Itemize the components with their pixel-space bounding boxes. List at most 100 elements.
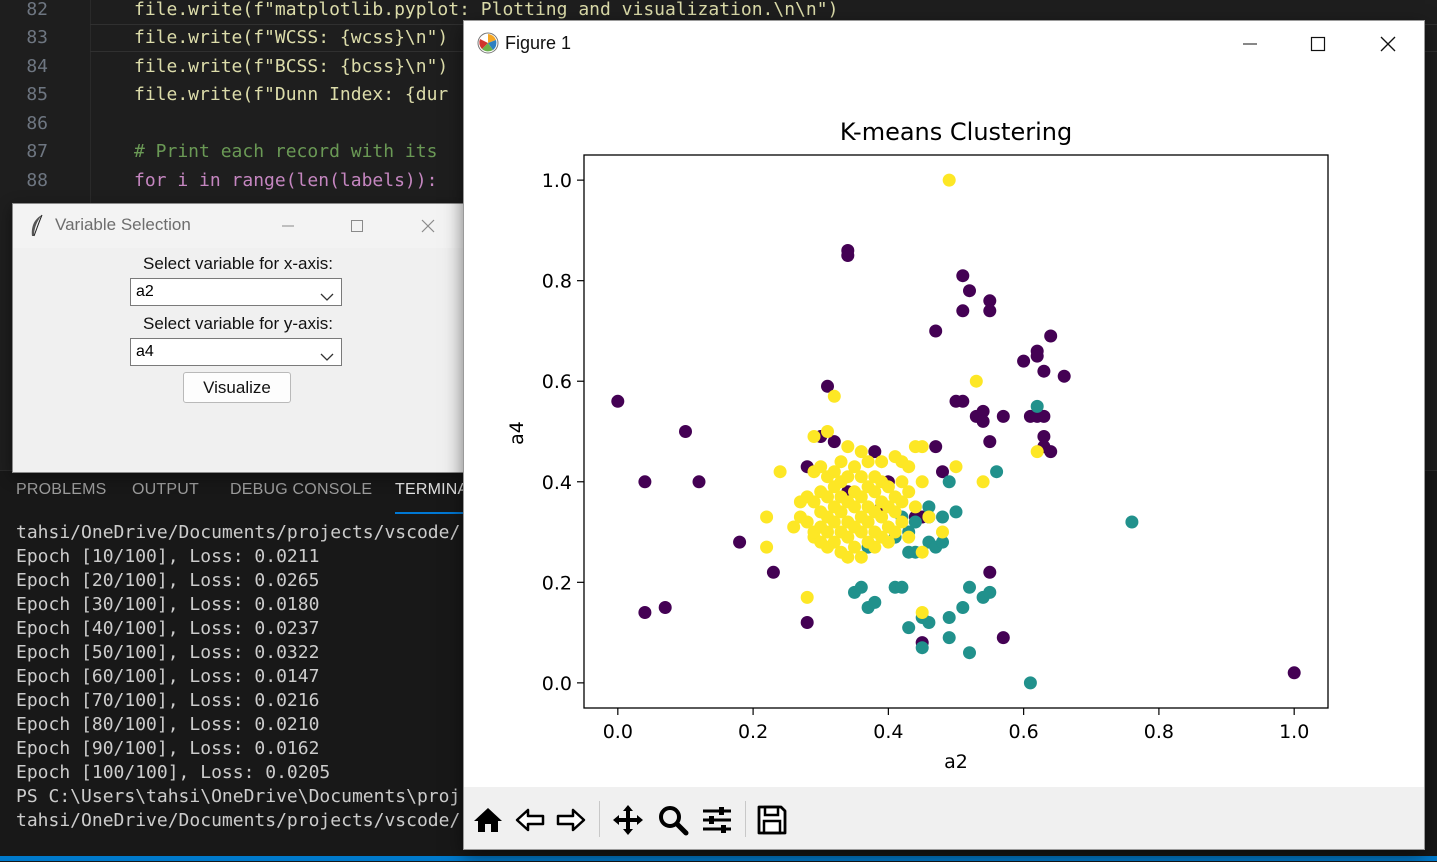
close-icon[interactable]	[408, 212, 448, 240]
data-point	[915, 475, 929, 489]
y-tick-label: 0.8	[542, 271, 572, 293]
data-point	[963, 646, 976, 660]
variable-selection-window: Variable Selection Select variable for x…	[12, 203, 464, 473]
data-point	[760, 540, 774, 554]
data-point	[929, 324, 943, 338]
data-point	[834, 505, 848, 519]
y-axis-ticks: 0.0 0.2 0.4 0.6 0.8 1.0	[542, 170, 584, 695]
data-point	[827, 465, 841, 479]
tab-problems[interactable]: PROBLEMS	[16, 481, 107, 498]
maximize-icon[interactable]	[337, 212, 377, 240]
data-point	[895, 580, 909, 594]
line-number: 85	[26, 84, 48, 105]
data-point	[800, 590, 814, 604]
data-point	[990, 465, 1004, 479]
back-arrow-icon[interactable]	[513, 803, 547, 837]
minimize-icon[interactable]	[268, 212, 308, 240]
visualize-button[interactable]: Visualize	[183, 372, 291, 403]
data-point	[915, 440, 929, 454]
code-line-83[interactable]: file.write(f"WCSS: {wcss}\n")	[134, 27, 449, 48]
terminal-line: Epoch [80/100], Loss: 0.0210	[16, 714, 320, 735]
data-point	[895, 495, 909, 509]
data-point	[1037, 409, 1051, 423]
x-axis-title: a2	[944, 751, 968, 773]
x-tick-label: 0.8	[1144, 721, 1174, 743]
pan-icon[interactable]	[611, 803, 645, 837]
code-line-87[interactable]: # Print each record with its	[134, 141, 438, 162]
data-point	[942, 173, 956, 187]
title-bar[interactable]: Figure 1	[464, 21, 1424, 67]
data-point	[875, 455, 889, 469]
line-number: 88	[26, 170, 48, 191]
data-point	[638, 606, 652, 619]
data-point	[875, 510, 889, 524]
data-point	[868, 595, 882, 609]
data-point	[861, 455, 875, 469]
scatter-plot[interactable]: K-means Clustering 0.0 0.2 0.4 0.6 0.8 1.0 0.…	[464, 67, 1424, 787]
data-point	[854, 490, 868, 504]
data-point	[821, 525, 834, 539]
data-point	[854, 445, 868, 459]
data-point	[895, 475, 909, 489]
x-tick-label: 0.0	[603, 721, 633, 743]
chevron-down-icon[interactable]	[320, 287, 334, 306]
data-point	[1057, 369, 1071, 383]
y-axis-label: Select variable for y-axis:	[143, 314, 333, 333]
plot-frame	[583, 154, 1329, 709]
data-point	[834, 455, 848, 469]
data-point	[854, 470, 868, 484]
data-point	[611, 394, 625, 408]
data-point	[807, 430, 821, 443]
data-point	[848, 500, 861, 514]
y-axis-select[interactable]: a4	[130, 338, 342, 366]
tab-debug-console[interactable]: DEBUG CONSOLE	[230, 481, 373, 498]
data-point	[888, 525, 902, 539]
tab-terminal[interactable]: TERMINA	[395, 481, 469, 498]
terminal-line: Epoch [100/100], Loss: 0.0205	[16, 762, 331, 783]
terminal-line: Epoch [40/100], Loss: 0.0237	[16, 618, 320, 639]
close-icon[interactable]	[1365, 30, 1411, 58]
x-tick-label: 0.4	[873, 721, 903, 743]
minimize-icon[interactable]	[1227, 30, 1273, 58]
data-point	[922, 616, 936, 629]
forward-arrow-icon[interactable]	[554, 803, 588, 837]
data-point	[963, 284, 976, 298]
chevron-down-icon[interactable]	[320, 347, 334, 366]
data-point	[1125, 515, 1139, 529]
line-number: 87	[26, 141, 48, 162]
figure-canvas[interactable]: K-means Clustering 0.0 0.2 0.4 0.6 0.8 1.0 0.…	[464, 67, 1424, 787]
data-point	[902, 485, 916, 499]
code-line-84[interactable]: file.write(f"BCSS: {bcss}\n")	[134, 56, 449, 77]
data-point	[956, 394, 970, 408]
tab-output[interactable]: OUTPUT	[132, 481, 199, 498]
data-point	[848, 460, 861, 474]
save-icon[interactable]	[755, 803, 789, 837]
data-point	[888, 505, 902, 519]
code-line-88[interactable]: for i in range(len(labels)):	[134, 170, 438, 191]
data-point	[949, 505, 963, 519]
zoom-icon[interactable]	[656, 803, 690, 837]
data-point	[895, 515, 909, 529]
data-point	[841, 530, 855, 544]
x-axis-select[interactable]: a2	[130, 278, 342, 306]
data-point	[922, 510, 936, 524]
code-line-82[interactable]: file.write(f"matplotlib.pyplot: Plotting…	[134, 0, 839, 20]
data-point	[692, 475, 706, 489]
data-point	[800, 616, 814, 629]
maximize-icon[interactable]	[1295, 30, 1341, 58]
data-point	[733, 535, 747, 549]
x-tick-label: 0.6	[1009, 721, 1039, 743]
data-point	[827, 389, 841, 403]
data-point	[976, 475, 990, 489]
data-point	[983, 585, 997, 599]
home-icon[interactable]	[471, 803, 505, 837]
toolbar-separator	[745, 801, 746, 837]
title-bar[interactable]: Variable Selection	[13, 204, 463, 248]
line-number: 86	[26, 113, 48, 134]
data-point	[868, 485, 882, 499]
data-point	[956, 601, 970, 614]
code-line-85[interactable]: file.write(f"Dunn Index: {dur	[134, 84, 449, 105]
terminal-line: Epoch [10/100], Loss: 0.0211	[16, 546, 320, 567]
y-axis-title: a4	[506, 421, 528, 445]
configure-subplots-icon[interactable]	[700, 803, 734, 837]
